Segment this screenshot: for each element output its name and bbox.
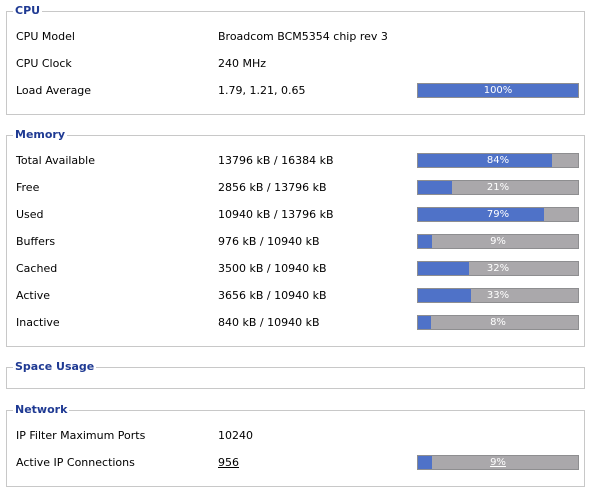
free-value: 2856 kB / 13796 kB	[218, 181, 327, 194]
cpu-section: CPU CPU Model Broadcom BCM5354 chip rev …	[6, 4, 585, 115]
total-available-value: 13796 kB / 16384 kB	[218, 154, 334, 167]
active-value: 3656 kB / 10940 kB	[218, 289, 327, 302]
memory-active-row: Active 3656 kB / 10940 kB 33%	[7, 286, 584, 306]
ip-filter-max-ports-label: IP Filter Maximum Ports	[16, 429, 146, 442]
free-label: Free	[16, 181, 40, 194]
cpu-model-value: Broadcom BCM5354 chip rev 3	[218, 30, 388, 43]
cached-progress-fill	[418, 262, 470, 275]
active-progress-label: 33%	[486, 290, 510, 301]
space-usage-section: Space Usage	[6, 360, 585, 389]
free-progress-bar: 21%	[417, 180, 579, 195]
total-available-progress-bar: 84%	[417, 153, 579, 168]
inactive-progress-bar: 8%	[417, 315, 579, 330]
total-available-progress-label: 84%	[486, 155, 510, 166]
cpu-model-label: CPU Model	[16, 30, 75, 43]
buffers-progress-fill	[418, 235, 433, 248]
cpu-clock-value: 240 MHz	[218, 57, 267, 70]
load-average-progress-label: 100%	[483, 85, 513, 96]
inactive-progress-fill	[418, 316, 431, 329]
inactive-value: 840 kB / 10940 kB	[218, 316, 320, 329]
ip-filter-max-ports-value: 10240	[218, 429, 253, 442]
cpu-model-row: CPU Model Broadcom BCM5354 chip rev 3	[7, 27, 584, 47]
buffers-progress-label: 9%	[490, 236, 506, 247]
load-average-label: Load Average	[16, 84, 92, 97]
used-progress-label: 79%	[486, 209, 510, 220]
cpu-clock-row: CPU Clock 240 MHz	[7, 54, 584, 74]
buffers-value: 976 kB / 10940 kB	[218, 235, 320, 248]
active-progress-fill	[418, 289, 471, 302]
used-progress-bar: 79%	[417, 207, 579, 222]
cpu-clock-label: CPU Clock	[16, 57, 72, 70]
total-available-label: Total Available	[16, 154, 95, 167]
free-progress-label: 21%	[486, 182, 510, 193]
used-label: Used	[16, 208, 44, 221]
memory-inactive-row: Inactive 840 kB / 10940 kB 8%	[7, 313, 584, 333]
memory-section: Memory Total Available 13796 kB / 16384 …	[6, 128, 585, 347]
cached-progress-label: 32%	[486, 263, 510, 274]
active-ip-connections-row: Active IP Connections 956 9%	[7, 453, 584, 473]
active-label: Active	[16, 289, 51, 302]
active-ip-connections-link[interactable]: 956	[218, 456, 239, 469]
cached-value: 3500 kB / 10940 kB	[218, 262, 327, 275]
load-average-value: 1.79, 1.21, 0.65	[218, 84, 306, 97]
memory-free-row: Free 2856 kB / 13796 kB 21%	[7, 178, 584, 198]
cached-progress-bar: 32%	[417, 261, 579, 276]
buffers-label: Buffers	[16, 235, 56, 248]
free-progress-fill	[418, 181, 452, 194]
buffers-progress-bar: 9%	[417, 234, 579, 249]
network-section: Network IP Filter Maximum Ports 10240 Ac…	[6, 403, 585, 487]
total-available-progress-fill	[418, 154, 553, 167]
memory-cached-row: Cached 3500 kB / 10940 kB 32%	[7, 259, 584, 279]
memory-total-available-row: Total Available 13796 kB / 16384 kB 84%	[7, 151, 584, 171]
network-section-title: Network	[13, 403, 70, 417]
cpu-section-title: CPU	[13, 4, 43, 18]
active-ip-connections-label: Active IP Connections	[16, 456, 135, 469]
load-average-progress-fill	[418, 84, 578, 97]
active-ip-connections-progress-fill	[418, 456, 433, 469]
ip-filter-max-ports-row: IP Filter Maximum Ports 10240	[7, 426, 584, 446]
active-ip-connections-progress-bar: 9%	[417, 455, 579, 470]
load-average-progress-bar: 100%	[417, 83, 579, 98]
memory-buffers-row: Buffers 976 kB / 10940 kB 9%	[7, 232, 584, 252]
used-progress-fill	[418, 208, 545, 221]
used-value: 10940 kB / 13796 kB	[218, 208, 334, 221]
inactive-label: Inactive	[16, 316, 60, 329]
active-ip-connections-progress-link[interactable]: 9%	[490, 457, 506, 468]
load-average-row: Load Average 1.79, 1.21, 0.65 100%	[7, 81, 584, 101]
memory-used-row: Used 10940 kB / 13796 kB 79%	[7, 205, 584, 225]
inactive-progress-label: 8%	[490, 317, 506, 328]
memory-section-title: Memory	[13, 128, 68, 142]
active-progress-bar: 33%	[417, 288, 579, 303]
space-usage-section-title: Space Usage	[13, 360, 97, 374]
cached-label: Cached	[16, 262, 58, 275]
